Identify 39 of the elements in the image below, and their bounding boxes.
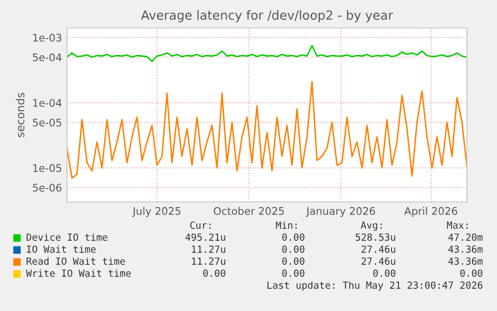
legend-label: Read IO Wait time [26,257,125,265]
y-axis-title: seconds [16,92,24,138]
text: 0.00 [282,257,304,265]
text: 0.00 [282,269,304,277]
text: 528.53u [356,233,396,241]
line-series [67,81,467,179]
text: 0.00 [282,245,304,253]
legend-label: IO Wait time [26,245,96,253]
y-tick-label: 5e-05 [32,118,62,126]
y-tick-label: 5e-04 [32,53,62,62]
y-tick-label: 1e-04 [33,98,62,107]
x-tick-label: April 2026 [404,206,458,217]
text: Last update: Thu May 21 23:00:47 2026 [267,281,482,291]
text: 0.00 [282,233,304,241]
text: 0.00 [460,269,482,277]
x-tick-label: January 2026 [306,207,375,217]
text: 47.20m [448,233,483,241]
text: 0.00 [203,269,226,277]
text: 27.46u [362,257,396,265]
legend-label: Write IO Wait time [26,269,131,277]
text: 43.36m [448,257,483,265]
text: 11.27u [192,245,226,253]
text: 27.46u [362,245,396,253]
text: 11.27u [192,257,226,265]
text: Avg: [360,222,382,231]
x-tick-label: October 2025 [214,206,284,215]
text: Max: [446,222,468,229]
text: 43.36m [448,245,483,253]
y-tick-label: 1e-05 [33,164,62,172]
y-tick-label: 5e-06 [32,184,62,192]
text: 495.21u [186,233,226,241]
y-tick-label: 1e-03 [33,34,62,42]
text: Min: [276,221,297,229]
chart-title: Average latency for /dev/loop2 - by year [141,10,394,22]
line-series [67,44,467,62]
x-tick-label: July 2025 [132,206,180,217]
text: 0.00 [373,269,396,277]
legend-label: Device IO time [26,233,108,241]
text: Cur: [190,221,211,229]
